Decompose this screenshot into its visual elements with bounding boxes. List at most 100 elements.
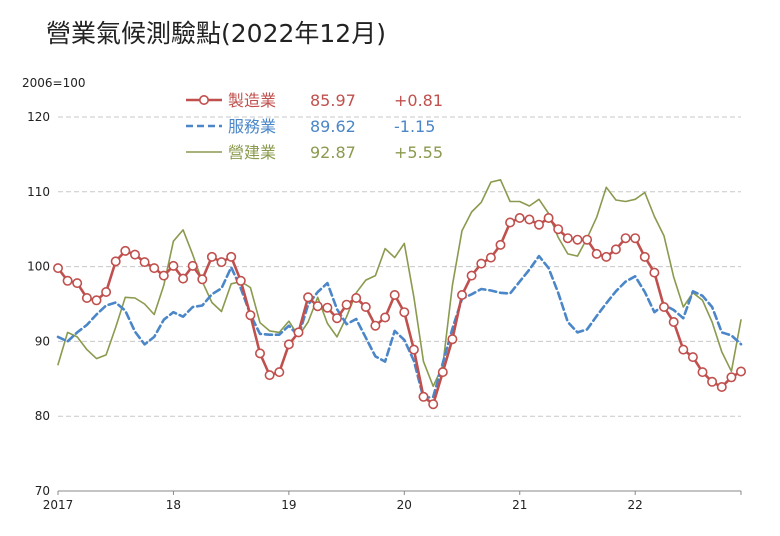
- data-point: [255, 348, 266, 359]
- data-point: [293, 327, 304, 338]
- data-point: [62, 275, 73, 286]
- data-point: [572, 234, 583, 245]
- data-point: [668, 316, 679, 327]
- data-point: [543, 213, 554, 224]
- data-point: [351, 292, 362, 303]
- data-point: [707, 376, 718, 387]
- data-point: [283, 339, 294, 350]
- legend-change-value: -1.15: [394, 117, 435, 136]
- data-point: [389, 289, 400, 300]
- data-point: [428, 399, 439, 410]
- data-point: [639, 251, 650, 262]
- data-point: [245, 310, 256, 321]
- legend-latest-value: 85.97: [310, 91, 356, 110]
- data-point: [264, 370, 275, 381]
- y-tick-label: 80: [35, 409, 50, 423]
- data-point: [331, 313, 342, 324]
- data-point: [678, 344, 689, 355]
- data-point: [456, 289, 467, 300]
- x-tick-label: 19: [281, 498, 296, 512]
- data-point: [216, 257, 227, 268]
- data-point: [399, 307, 410, 318]
- axes: 70 80 90 100 110 120 2017 18 19 20 21 22: [27, 110, 742, 512]
- legend-series-name: 營建業: [228, 143, 276, 162]
- data-point: [380, 312, 391, 323]
- data-point: [274, 367, 285, 378]
- legend-latest-value: 92.87: [310, 143, 356, 162]
- data-point: [139, 257, 150, 268]
- x-tick-label: 20: [397, 498, 412, 512]
- data-point: [322, 302, 333, 313]
- legend-marker: [199, 95, 210, 106]
- data-point: [495, 239, 506, 250]
- y-tick-label: 120: [27, 110, 50, 124]
- data-point: [206, 251, 217, 262]
- data-point: [91, 295, 102, 306]
- data-point: [591, 248, 602, 259]
- data-point: [52, 263, 63, 274]
- data-point: [447, 334, 458, 345]
- data-point: [101, 286, 112, 297]
- data-point: [149, 263, 160, 274]
- data-point: [697, 367, 708, 378]
- data-point: [110, 256, 121, 267]
- legend-series-name: 服務業: [228, 117, 276, 136]
- data-point: [620, 233, 631, 244]
- data-point: [533, 219, 544, 230]
- data-point: [178, 273, 189, 284]
- legend-latest-value: 89.62: [310, 117, 356, 136]
- data-point: [341, 299, 352, 310]
- data-point: [158, 270, 169, 281]
- data-point: [485, 252, 496, 263]
- legend-change-value: +0.81: [394, 91, 443, 110]
- y-tick-label: 70: [35, 484, 50, 498]
- y-tick-label: 110: [27, 185, 50, 199]
- y-tick-label: 100: [27, 260, 50, 274]
- data-point: [553, 224, 564, 235]
- series-line-construction: [57, 179, 742, 388]
- data-point: [312, 301, 323, 312]
- data-point: [303, 292, 314, 303]
- data-point: [370, 320, 381, 331]
- legend: 製造業 85.97 +0.81 服務業 89.62 -1.15 營建業 92.87 +5.55: [186, 91, 443, 162]
- data-point: [408, 344, 419, 355]
- data-point: [610, 244, 621, 255]
- y-tick-label: 90: [35, 334, 50, 348]
- data-point: [476, 258, 487, 269]
- data-point: [514, 213, 525, 224]
- data-point: [187, 260, 198, 271]
- chart-title: 營業氣候測驗點(2022年12月): [46, 19, 386, 48]
- data-point: [360, 301, 371, 312]
- x-tick-label: 21: [512, 498, 527, 512]
- data-point: [716, 381, 727, 392]
- data-point: [130, 249, 141, 260]
- data-point: [562, 233, 573, 244]
- data-point: [235, 275, 246, 286]
- data-point: [72, 278, 83, 289]
- data-point: [582, 234, 593, 245]
- data-point: [735, 366, 746, 377]
- data-point: [226, 251, 237, 262]
- data-point: [197, 274, 208, 285]
- x-tick-label: 2017: [43, 498, 74, 512]
- data-point: [524, 214, 535, 225]
- data-point: [418, 391, 429, 402]
- data-point: [120, 245, 131, 256]
- data-point: [437, 367, 448, 378]
- data-point: [649, 267, 660, 278]
- x-tick-label: 22: [628, 498, 643, 512]
- data-point: [505, 217, 516, 228]
- data-point: [658, 301, 669, 312]
- data-point: [81, 292, 92, 303]
- data-point: [687, 352, 698, 363]
- data-point: [726, 372, 737, 383]
- data-point: [601, 251, 612, 262]
- series-lines: [52, 179, 746, 410]
- data-point: [466, 270, 477, 281]
- x-tick-label: 18: [166, 498, 181, 512]
- legend-change-value: +5.55: [394, 143, 443, 162]
- series-line-services: [56, 254, 743, 400]
- data-point: [630, 233, 641, 244]
- legend-series-name: 製造業: [228, 91, 276, 110]
